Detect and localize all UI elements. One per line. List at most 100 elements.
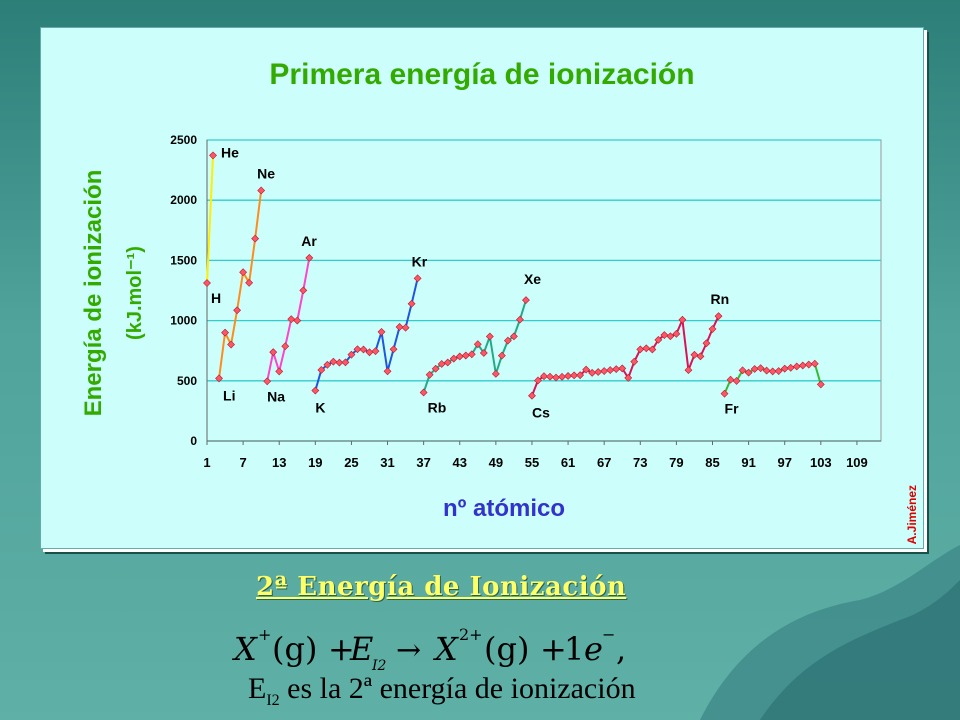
x-tick-label: 19 — [308, 455, 322, 470]
data-point — [239, 268, 248, 277]
eq-e: E — [349, 630, 373, 668]
data-point — [377, 327, 386, 336]
data-point — [558, 372, 566, 381]
data-point — [503, 336, 512, 345]
data-point — [437, 360, 446, 368]
y-axis-label: Energía de ionización — [80, 170, 107, 417]
x-tick-label: 67 — [597, 455, 611, 470]
data-point — [690, 350, 699, 359]
data-point — [497, 351, 506, 360]
data-point — [341, 358, 350, 367]
data-point — [305, 253, 314, 262]
data-point — [750, 365, 759, 373]
x-tick-label: 25 — [344, 455, 358, 470]
data-point — [461, 351, 470, 360]
data-point — [299, 286, 308, 295]
data-point — [395, 323, 404, 331]
eq-x1: X — [231, 630, 258, 668]
data-point — [648, 345, 657, 354]
data-point — [281, 342, 290, 351]
data-point — [371, 347, 380, 356]
y-tick-label: 0 — [190, 434, 197, 448]
data-point — [714, 312, 723, 321]
data-point — [696, 352, 705, 361]
author-credit: A.Jiménez — [905, 484, 919, 544]
data-point — [570, 371, 579, 380]
data-point — [768, 367, 777, 376]
x-tick-label: 97 — [777, 455, 791, 470]
data-point — [630, 357, 639, 366]
element-label: K — [315, 400, 325, 416]
data-point — [660, 331, 669, 339]
data-point — [624, 373, 633, 382]
data-point — [678, 315, 687, 324]
note-sub: I2 — [266, 692, 280, 709]
equation-note: EI2 es la 2ª energía de ionización — [248, 672, 636, 710]
ionization-chart: Primera energía de ionización 0 500 1000 150… — [80, 58, 882, 522]
data-point — [251, 234, 260, 243]
data-point — [516, 315, 524, 324]
series-line — [531, 315, 720, 397]
data-point — [762, 366, 771, 375]
x-axis-label: nº atómico — [443, 495, 565, 522]
x-tick-label: 43 — [453, 455, 467, 470]
x-tick-label: 79 — [669, 455, 683, 470]
data-point — [419, 388, 428, 397]
data-point — [798, 361, 807, 370]
eq-plus1: + — [328, 630, 355, 668]
data-point — [522, 296, 530, 305]
data-point — [804, 360, 813, 369]
x-tick-label: 103 — [810, 455, 832, 470]
data-point — [528, 391, 536, 400]
data-point — [564, 372, 572, 380]
data-point — [317, 366, 326, 374]
data-point — [275, 367, 284, 376]
element-label: Ne — [257, 165, 275, 181]
eq-sup1: + — [258, 625, 271, 644]
data-point — [792, 362, 801, 371]
y-axis-unit: (kJ.mol⁻¹) — [124, 246, 146, 340]
series-line — [266, 257, 311, 382]
series-line — [218, 190, 263, 379]
data-point — [744, 368, 753, 377]
data-point — [491, 369, 500, 378]
data-point — [810, 359, 819, 368]
data-point — [245, 278, 254, 287]
data-point — [576, 371, 585, 380]
x-tick-label: 109 — [846, 455, 868, 470]
data-point — [323, 360, 332, 369]
data-point — [209, 151, 217, 160]
data-point — [594, 368, 603, 376]
note-text: es la 2ª energía de ionización — [279, 672, 636, 705]
data-point — [780, 364, 789, 373]
data-point — [401, 323, 410, 332]
data-point — [546, 372, 554, 381]
data-point — [347, 350, 356, 359]
data-point — [215, 374, 223, 383]
element-label: Ar — [301, 233, 317, 249]
data-point — [702, 339, 711, 348]
x-tick-label: 1 — [203, 455, 210, 470]
y-tick-label: 2000 — [170, 193, 197, 207]
element-label: Kr — [412, 253, 428, 269]
eq-comma: , — [616, 630, 626, 668]
data-point — [786, 363, 795, 372]
data-point — [606, 366, 615, 375]
data-point — [582, 365, 591, 374]
eq-esup: − — [602, 625, 615, 644]
element-label: Li — [223, 387, 235, 403]
eq-g2: (g) — [484, 630, 529, 668]
data-point — [509, 332, 518, 341]
eq-g1: (g) — [272, 630, 317, 668]
x-tick-label: 91 — [741, 455, 755, 470]
data-point — [359, 345, 368, 354]
data-point — [540, 372, 548, 381]
data-point — [257, 186, 266, 195]
data-point — [293, 316, 302, 325]
data-point — [473, 340, 482, 349]
data-point — [263, 377, 272, 386]
note-e: E — [248, 672, 267, 705]
data-point — [203, 279, 211, 287]
y-tick-label: 1500 — [170, 253, 197, 267]
data-point — [708, 325, 717, 333]
